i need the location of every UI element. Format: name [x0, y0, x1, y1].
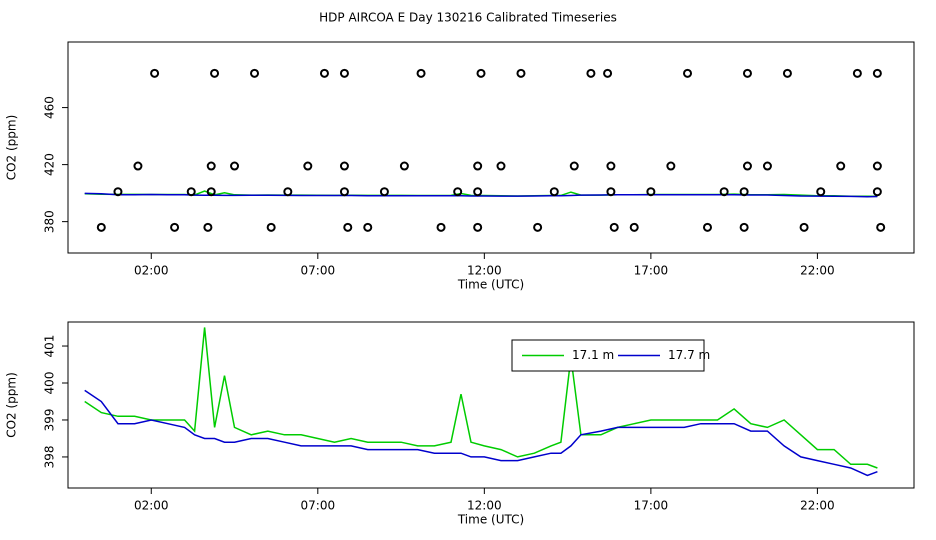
data-point: [186, 187, 196, 197]
data-point: [872, 187, 882, 197]
data-point: [266, 222, 276, 232]
data-point: [569, 161, 579, 171]
y-axis-label: CO2 (ppm): [5, 372, 19, 438]
data-point: [210, 68, 220, 78]
data-point: [586, 68, 596, 78]
data-point: [629, 222, 639, 232]
data-point: [283, 187, 293, 197]
data-point: [496, 161, 506, 171]
y-tick-label: 460: [43, 96, 57, 119]
x-tick-label: 17:00: [634, 499, 669, 513]
data-point: [339, 68, 349, 78]
y-tick-label: 401: [43, 335, 57, 358]
chart-title: HDP AIRCOA E Day 130216 Calibrated Times…: [319, 11, 617, 25]
data-point: [343, 222, 353, 232]
x-tick-label: 07:00: [301, 499, 336, 513]
data-point: [876, 222, 886, 232]
data-point: [379, 187, 389, 197]
x-axis-label: Time (UTC): [457, 278, 524, 292]
data-point: [609, 222, 619, 232]
x-tick-label: 02:00: [134, 499, 169, 513]
data-point: [782, 68, 792, 78]
data-point: [170, 222, 180, 232]
data-point: [762, 161, 772, 171]
y-tick-label: 380: [43, 210, 57, 233]
plot-frame: [67, 41, 915, 254]
y-tick-label: 399: [43, 409, 57, 432]
data-point: [836, 161, 846, 171]
x-tick-label: 12:00: [467, 264, 502, 278]
y-tick-label: 400: [43, 372, 57, 395]
plot-frame: [67, 321, 915, 489]
data-point: [872, 68, 882, 78]
legend-label: 17.7 m: [668, 348, 710, 362]
data-point: [603, 68, 613, 78]
data-point: [816, 187, 826, 197]
data-point: [399, 161, 409, 171]
data-point: [516, 68, 526, 78]
data-point: [683, 68, 693, 78]
x-tick-label: 22:00: [800, 499, 835, 513]
data-point: [473, 222, 483, 232]
x-tick-label: 12:00: [467, 499, 502, 513]
x-tick-label: 02:00: [134, 264, 169, 278]
data-point: [646, 187, 656, 197]
data-point: [473, 187, 483, 197]
data-point: [113, 187, 123, 197]
x-tick-label: 22:00: [800, 264, 835, 278]
data-point: [250, 68, 260, 78]
data-point: [339, 161, 349, 171]
data-point: [203, 222, 213, 232]
legend-label: 17.1 m: [572, 348, 614, 362]
data-point: [606, 161, 616, 171]
x-axis-label: Time (UTC): [457, 513, 524, 527]
data-point: [549, 187, 559, 197]
data-point: [416, 68, 426, 78]
data-point: [303, 161, 313, 171]
data-point: [702, 222, 712, 232]
data-point: [473, 161, 483, 171]
data-point: [533, 222, 543, 232]
data-point: [606, 187, 616, 197]
data-point: [739, 222, 749, 232]
data-point: [799, 222, 809, 232]
data-point: [476, 68, 486, 78]
data-point: [852, 68, 862, 78]
data-point: [230, 161, 240, 171]
y-axis-label: CO2 (ppm): [5, 115, 19, 181]
x-tick-label: 07:00: [301, 264, 336, 278]
data-line: [84, 389, 878, 477]
data-point: [666, 161, 676, 171]
data-point: [339, 187, 349, 197]
data-point: [742, 68, 752, 78]
data-point: [742, 161, 752, 171]
data-point: [319, 68, 329, 78]
data-point: [453, 187, 463, 197]
data-point: [363, 222, 373, 232]
data-point: [206, 187, 216, 197]
data-point: [719, 187, 729, 197]
y-tick-label: 398: [43, 445, 57, 468]
data-point: [96, 222, 106, 232]
data-point: [206, 161, 216, 171]
data-point: [872, 161, 882, 171]
legend: 17.1 m 17.7 m: [511, 339, 710, 372]
data-point: [133, 161, 143, 171]
data-line: [84, 327, 878, 469]
data-point: [436, 222, 446, 232]
data-point: [739, 187, 749, 197]
data-point: [150, 68, 160, 78]
x-tick-label: 17:00: [634, 264, 669, 278]
y-tick-label: 420: [43, 153, 57, 176]
